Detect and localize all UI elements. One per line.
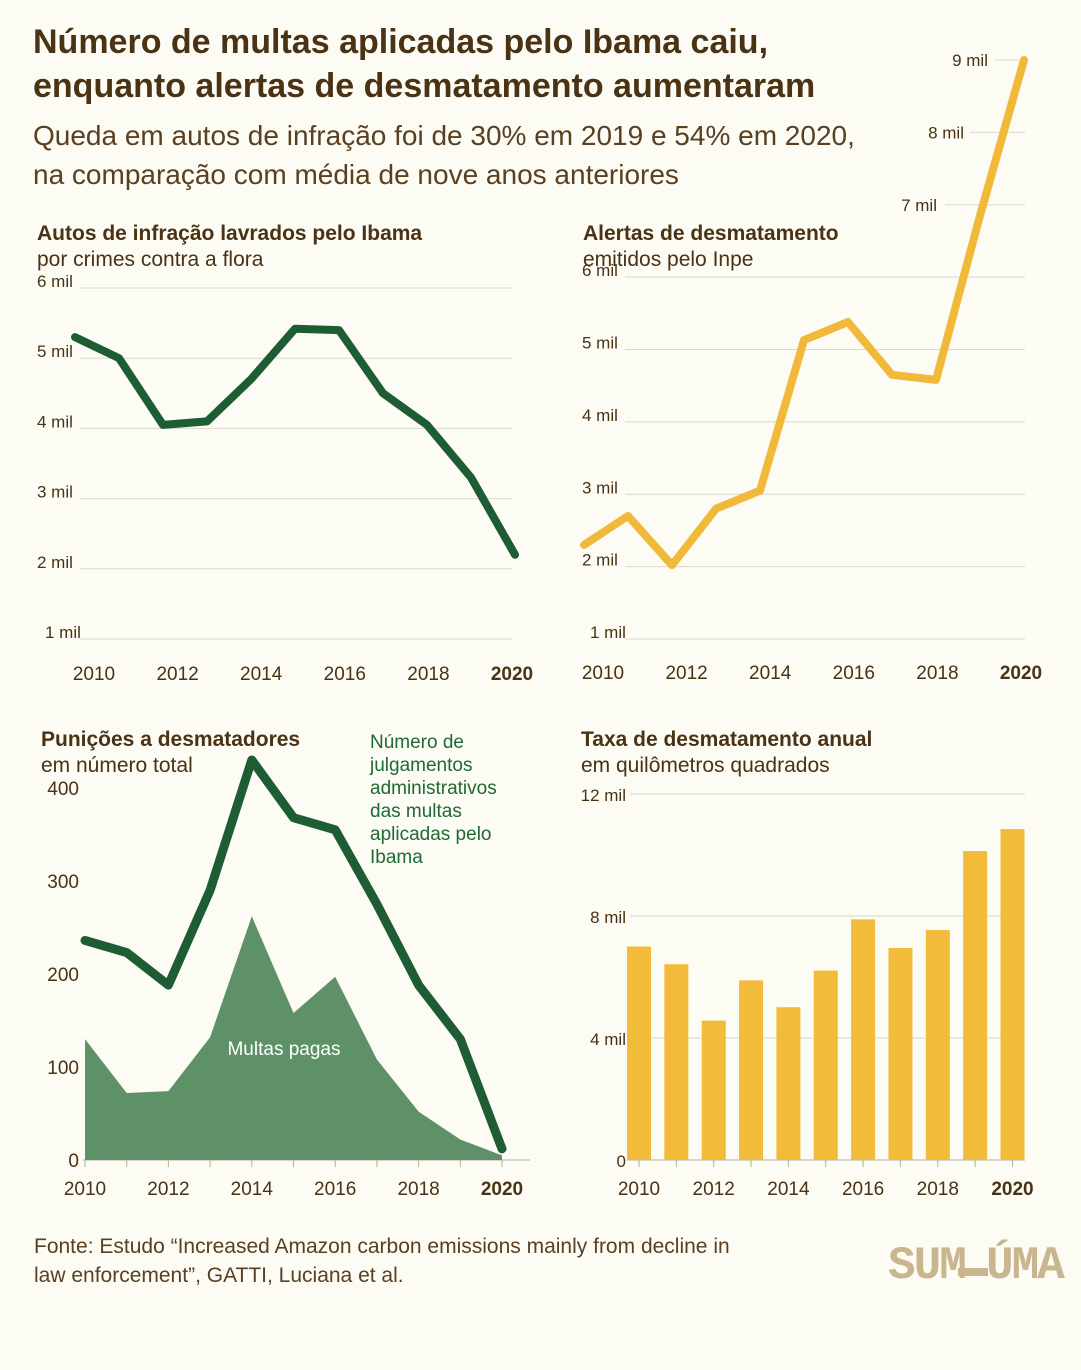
chart-taxa-bar-2017	[888, 948, 913, 1160]
chart-punicoes-line-julgamentos	[80, 755, 507, 1154]
chart-autos-title: Autos de infração lavrados pelo Ibama	[37, 222, 422, 245]
chart-punicoes-label-julgamentos: Número de julgamentos administrativos das m…	[369, 732, 497, 868]
chart-autos-x-tick-label: 2018	[407, 664, 449, 685]
chart-taxa-bar-2014	[776, 1007, 801, 1160]
logo-text-right: ÚMA	[986, 1240, 1065, 1292]
chart-autos-y-tick-label: 3 mil	[37, 483, 73, 502]
chart-autos-y-tick-label: 2 mil	[37, 553, 73, 572]
chart-alertas-title: Alertas de desmatamento	[583, 222, 839, 245]
chart-taxa-y-tick-label: 0	[617, 1152, 626, 1171]
chart-punicoes-x-tick-label: 2012	[147, 1179, 189, 1200]
chart-autos-x-tick-label: 2016	[324, 664, 366, 685]
chart-punicoes-y-tick-label: 0	[68, 1151, 79, 1172]
sumauma-logo: SUM ÚMA	[888, 1238, 1065, 1294]
chart-punicoes-y-tick-label: 100	[47, 1058, 79, 1079]
chart-alertas-subtitle: emitidos pelo Inpe	[583, 248, 753, 271]
page-title: Número de multas aplicadas pelo Ibama ca…	[33, 23, 816, 105]
chart-taxa-y-tick-label: 4 mil	[590, 1030, 626, 1049]
chart-autos-x-tick-label: 2010	[73, 664, 115, 685]
chart-alertas-y-tick-label: 9 mil	[952, 51, 988, 70]
chart-taxa-bar-2010	[627, 946, 651, 1160]
chart-taxa-subtitle: em quilômetros quadrados	[581, 754, 830, 777]
chart-alertas-y-tick-label: 5 mil	[582, 334, 618, 353]
chart-taxa-x-tick-label: 2012	[693, 1179, 735, 1200]
chart-alertas-x-tick-label: 2010	[582, 663, 624, 684]
chart-autos-subtitle: por crimes contra a flora	[37, 248, 264, 271]
chart-alertas-x-tick-label: 2014	[749, 663, 792, 684]
chart-autos-x-tick-label: 2012	[156, 664, 198, 685]
chart-autos-y-tick-label: 1 mil	[45, 623, 81, 642]
chart-autos-x-tick-label: 2014	[240, 664, 283, 685]
chart-alertas-y-tick-label: 7 mil	[901, 196, 937, 215]
chart-taxa-bar-2020	[1000, 829, 1025, 1160]
chart-alertas-y-tick-label: 6 mil	[582, 261, 618, 280]
chart-punicoes-area-multas-pagas	[85, 916, 502, 1160]
chart-autos-line	[71, 324, 519, 559]
source-note: Fonte: Estudo “Increased Amazon carbon e…	[34, 1235, 730, 1287]
chart-taxa-y-tick-label: 8 mil	[590, 908, 626, 927]
chart-taxa-x-tick-label: 2018	[917, 1179, 959, 1200]
chart-alertas-x-tick-label: 2012	[665, 663, 707, 684]
chart-autos-y-tick-label: 4 mil	[37, 412, 73, 431]
chart-taxa-bar-2013	[739, 980, 764, 1160]
chart-punicoes-x-tick-label: 2010	[64, 1179, 106, 1200]
chart-punicoes-x-tick-label: 2018	[397, 1179, 439, 1200]
chart-taxa-bar-2019	[963, 851, 988, 1160]
logo-dash	[958, 1268, 988, 1276]
chart-alertas-x-tick-label: 2016	[833, 663, 875, 684]
chart-punicoes-label-multas-pagas: Multas pagas	[227, 1039, 340, 1060]
chart-taxa-bar-2016	[851, 919, 876, 1160]
chart-taxa-x-tick-label: 2020	[991, 1179, 1033, 1200]
chart-alertas-y-tick-label: 2 mil	[582, 551, 618, 570]
chart-taxa-bar-2012	[701, 1020, 726, 1160]
chart-punicoes-subtitle: em número total	[41, 754, 193, 777]
chart-taxa-x-tick-label: 2016	[842, 1179, 884, 1200]
chart-alertas-y-tick-label: 4 mil	[582, 406, 618, 425]
chart-punicoes-y-tick-label: 200	[47, 965, 79, 986]
chart-taxa-bar-2018	[925, 930, 950, 1160]
chart-autos-x-tick-label: 2020	[491, 664, 533, 685]
chart-taxa-bar-2015	[813, 970, 838, 1160]
chart-autos-y-tick-label: 5 mil	[37, 342, 73, 361]
chart-alertas-y-tick-label: 8 mil	[928, 123, 964, 142]
page-subtitle: Queda em autos de infração foi de 30% em…	[33, 120, 855, 190]
chart-taxa-title: Taxa de desmatamento anual	[581, 728, 872, 751]
chart-autos-y-tick-label: 6 mil	[37, 272, 73, 291]
chart-punicoes-x-tick-label: 2014	[231, 1179, 274, 1200]
chart-alertas-x-tick-label: 2018	[916, 663, 958, 684]
chart-punicoes-x-tick-label: 2020	[481, 1179, 523, 1200]
chart-alertas-line	[580, 56, 1028, 570]
chart-punicoes-y-tick-label: 300	[47, 872, 79, 893]
chart-taxa-bar-2011	[664, 964, 689, 1160]
chart-taxa-y-tick-label: 12 mil	[581, 786, 626, 805]
chart-alertas-y-tick-label: 1 mil	[590, 623, 626, 642]
chart-punicoes-x-tick-label: 2016	[314, 1179, 356, 1200]
chart-alertas-y-tick-label: 3 mil	[582, 478, 618, 497]
chart-punicoes-y-tick-label: 400	[47, 779, 79, 800]
logo-text-left: SUM	[888, 1240, 967, 1292]
chart-taxa-x-tick-label: 2010	[618, 1179, 660, 1200]
chart-alertas-x-tick-label: 2020	[1000, 663, 1042, 684]
chart-punicoes-title: Punições a desmatadores	[41, 728, 300, 751]
chart-taxa-x-tick-label: 2014	[767, 1179, 810, 1200]
